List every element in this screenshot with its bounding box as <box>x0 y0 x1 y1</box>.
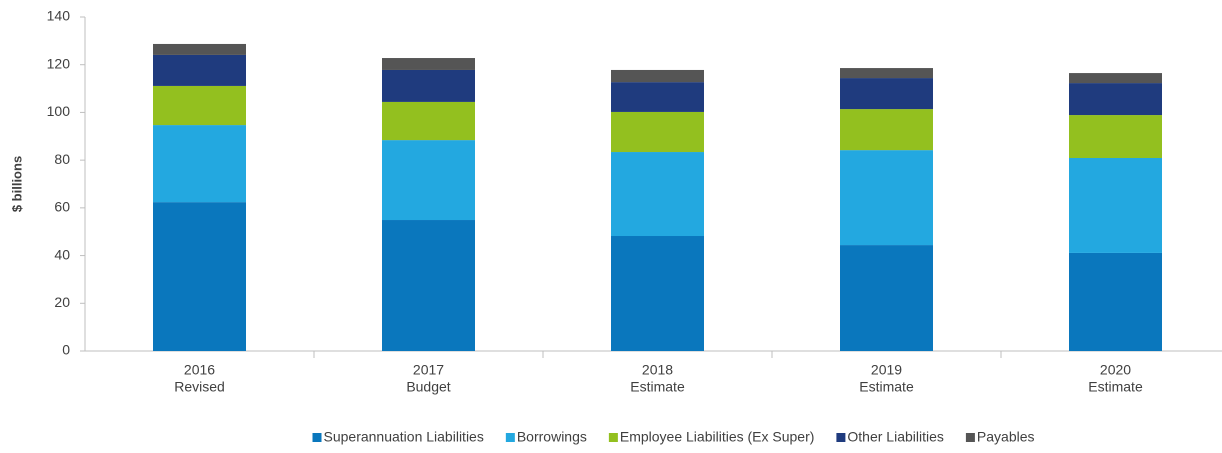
y-axis-label: $ billions <box>9 156 24 212</box>
bar-segment <box>1069 83 1162 116</box>
y-tick-label: 80 <box>54 151 70 167</box>
x-tick-label: 2019 <box>871 362 902 378</box>
bar-segment <box>1069 157 1162 253</box>
bar-segment <box>840 150 933 246</box>
bar-segment <box>611 152 704 237</box>
x-tick-label: Revised <box>174 379 225 395</box>
legend-swatch <box>608 433 618 442</box>
bar-segment <box>382 58 475 70</box>
x-tick-label: Budget <box>406 379 450 395</box>
bar-segment <box>840 68 933 79</box>
y-tick-label: 40 <box>54 246 70 262</box>
bar-segment <box>840 245 933 351</box>
y-tick-label: 20 <box>54 294 70 310</box>
bar-segment <box>153 43 246 55</box>
bar-segment <box>611 111 704 153</box>
legend-item: Employee Liabilities (Ex Super) <box>608 429 815 445</box>
y-tick-label: 120 <box>47 55 71 71</box>
legend-item: Superannuation Liabilities <box>312 429 484 445</box>
bar-segment <box>1069 115 1162 158</box>
bar-segment <box>382 69 475 102</box>
legend-label: Superannuation Liabilities <box>324 429 484 445</box>
bar-segment <box>153 85 246 126</box>
x-tick-label: 2016 <box>184 362 215 378</box>
y-tick-label: 0 <box>62 342 70 358</box>
x-tick-label: 2018 <box>642 362 673 378</box>
legend-swatch <box>836 433 846 442</box>
legend-swatch <box>505 433 515 442</box>
y-tick-label: 100 <box>47 103 71 119</box>
legend-item: Other Liabilities <box>836 429 944 445</box>
bar-segment <box>382 101 475 141</box>
bar-segment <box>840 109 933 151</box>
bar-segment <box>840 78 933 110</box>
x-tick-label: Estimate <box>859 379 914 395</box>
legend-label: Payables <box>977 429 1035 445</box>
bar-segment <box>153 125 246 203</box>
bar-segment <box>1069 73 1162 84</box>
bar-segment <box>611 82 704 112</box>
legend-label: Employee Liabilities (Ex Super) <box>620 429 815 445</box>
legend-label: Borrowings <box>517 429 587 445</box>
legend-swatch <box>312 433 322 442</box>
y-tick-label: 60 <box>54 199 70 215</box>
bar-segment <box>611 236 704 351</box>
bar-segment <box>382 220 475 351</box>
legend-label: Other Liabilities <box>847 429 944 445</box>
bar-segment <box>382 140 475 221</box>
legend-item: Borrowings <box>505 429 587 445</box>
bar-segment <box>1069 252 1162 351</box>
x-tick-label: Estimate <box>1088 379 1143 395</box>
x-tick-label: 2017 <box>413 362 444 378</box>
bar-segment <box>153 202 246 351</box>
bar-segment <box>153 54 246 86</box>
y-tick-label: 140 <box>47 8 71 24</box>
x-tick-label: Estimate <box>630 379 685 395</box>
legend-swatch <box>965 433 975 442</box>
x-tick-label: 2020 <box>1100 362 1131 378</box>
legend-item: Payables <box>965 429 1035 445</box>
bar-segment <box>611 69 704 83</box>
